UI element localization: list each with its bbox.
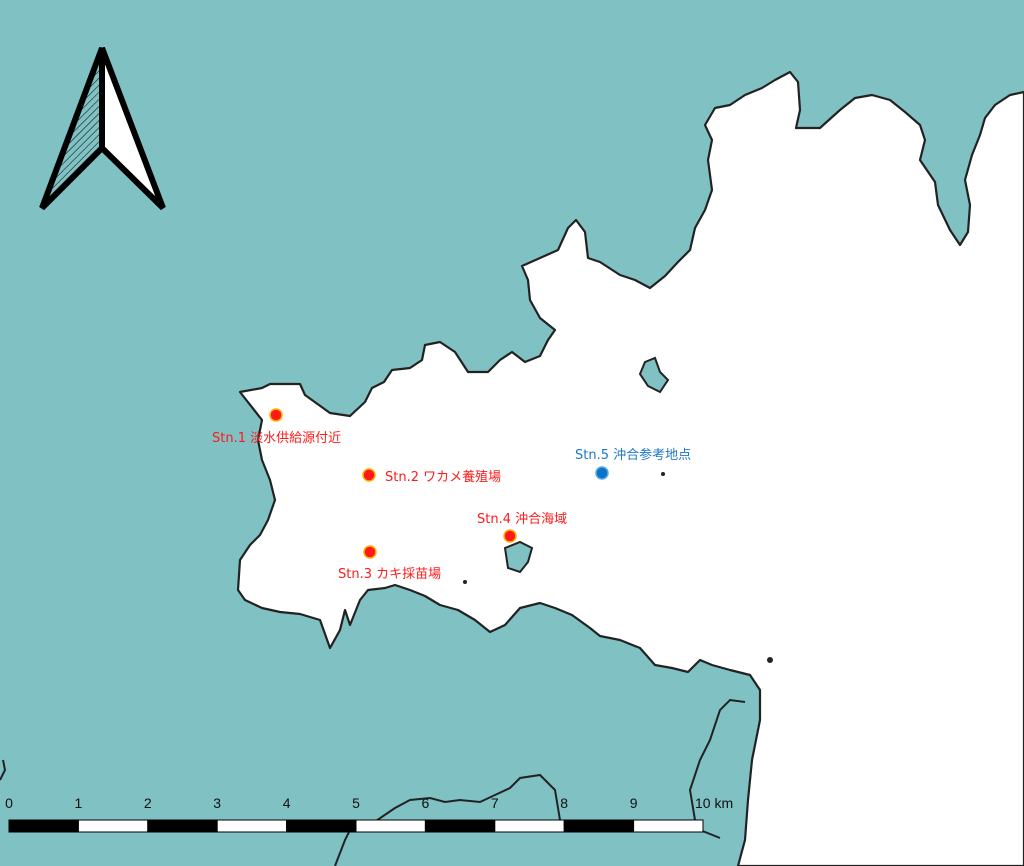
bay-water [236,70,1024,866]
boundary-line [688,698,746,839]
island [503,540,534,574]
station-marker[interactable] [595,466,609,480]
island [638,356,670,394]
scale-segment [286,819,357,833]
scale-segment [424,819,496,833]
scale-tick-label: 10 km [695,795,733,811]
scale-bar: 0 1 2 3 4 5 6 7 8 9 10 km [5,795,733,833]
station-3[interactable]: Stn.3 カキ採苗場 [338,545,441,582]
station-marker[interactable] [269,408,283,422]
islet [767,657,773,663]
scale-segment [147,819,218,833]
scale-tick-label: 0 [5,795,13,811]
station-marker[interactable] [363,545,377,559]
station-2[interactable]: Stn.2 ワカメ養殖場 [362,468,501,485]
scale-tick-label: 8 [560,795,568,811]
scale-segment [563,819,635,833]
station-5[interactable]: Stn.5 沖合参考地点 [575,447,691,480]
scale-segment [633,819,704,833]
scale-tick-label: 4 [283,795,291,811]
scale-segment [77,819,149,833]
scale-tick-label: 7 [491,795,499,811]
scale-tick-label: 9 [630,795,638,811]
scale-segment [355,819,426,833]
scale-tick-label: 1 [75,795,83,811]
station-label: Stn.4 沖合海域 [477,512,567,527]
station-marker[interactable] [503,529,517,543]
north-arrow-icon [39,46,166,211]
scale-tick-label: 5 [352,795,360,811]
station-label: Stn.2 ワカメ養殖場 [385,469,501,485]
islet [661,472,665,476]
boundary-line [0,759,7,781]
station-1[interactable]: Stn.1 淡水供給源付近 [212,408,341,446]
scale-segment [216,819,288,833]
station-marker[interactable] [362,468,376,482]
station-label: Stn.1 淡水供給源付近 [212,431,341,446]
scale-tick-label: 2 [144,795,152,811]
station-label: Stn.3 カキ採苗場 [338,567,441,582]
station-label: Stn.5 沖合参考地点 [575,447,691,463]
scale-tick-label: 3 [213,795,221,811]
scale-segment [494,819,565,833]
islet [463,580,467,584]
scale-tick-label: 6 [422,795,430,811]
scale-segment [8,819,79,833]
station-4[interactable]: Stn.4 沖合海域 [477,512,567,543]
